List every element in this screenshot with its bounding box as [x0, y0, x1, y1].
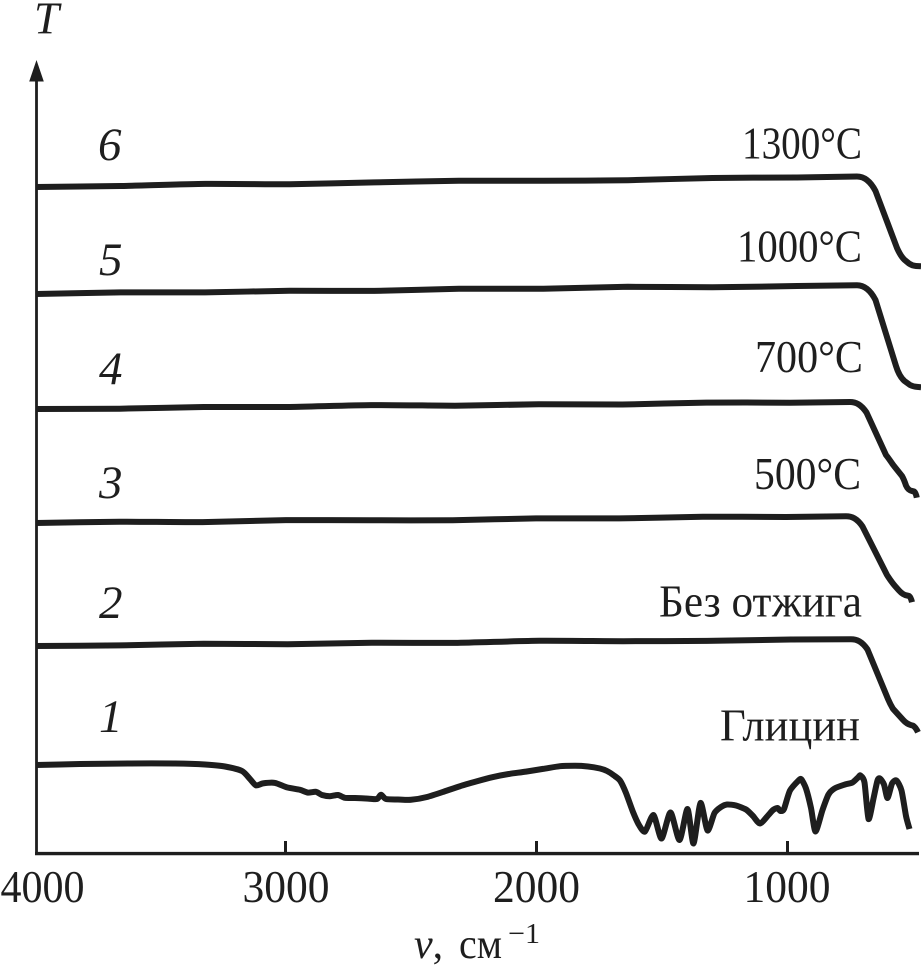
svg-text:5: 5 [99, 234, 123, 286]
svg-text:3000: 3000 [243, 861, 330, 912]
svg-text:2: 2 [99, 577, 123, 629]
svg-text:1: 1 [99, 691, 123, 743]
svg-text:1300°C: 1300°C [742, 119, 862, 169]
svg-text:−1: −1 [508, 918, 540, 950]
svg-text:3: 3 [98, 457, 123, 509]
svg-text:500°C: 500°C [754, 449, 861, 499]
svg-text:4000: 4000 [1, 861, 85, 912]
svg-text:4: 4 [99, 343, 123, 395]
svg-text:6: 6 [98, 119, 122, 171]
svg-text:Без отжига: Без отжига [659, 577, 862, 627]
svg-text:ν,: ν, [414, 922, 443, 968]
svg-text:T: T [34, 0, 62, 44]
svg-text:700°C: 700°C [755, 332, 863, 382]
svg-text:2000: 2000 [493, 861, 580, 912]
svg-text:Глицин: Глицин [720, 701, 860, 751]
svg-text:1000: 1000 [744, 861, 831, 912]
svg-text:1000°C: 1000°C [737, 222, 862, 272]
svg-text:см: см [459, 922, 502, 968]
